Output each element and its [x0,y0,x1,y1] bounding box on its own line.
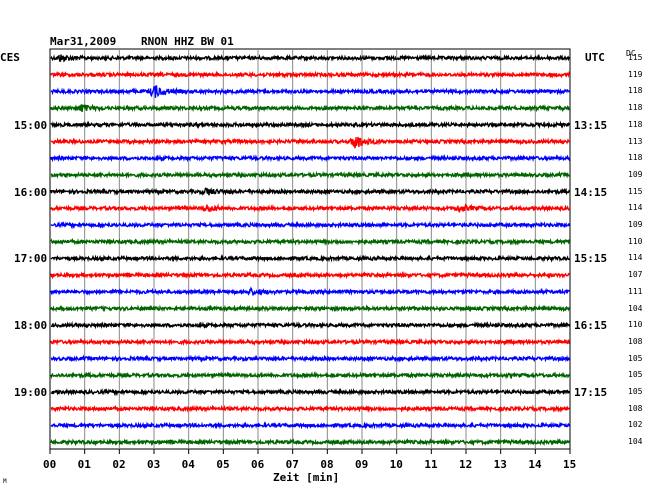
x-tick-label: 13 [493,458,507,471]
right-time-label: 15:15 [574,252,608,266]
dc-offset-label: 104 [628,437,643,447]
right-timezone-label: UTC [585,51,605,64]
left-time-label: 19:00 [14,386,48,399]
dc-offset-label: 115 [628,53,643,62]
trace-row-5 [50,136,571,149]
trace-row-11 [50,237,571,247]
x-tick-label: 03 [147,458,161,471]
x-tick-label: 10 [389,458,403,471]
trace-row-21 [50,404,570,414]
trace-row-6 [50,153,571,163]
dc-offset-label: 118 [628,119,643,129]
x-tick-label: 12 [459,458,473,471]
x-tick-label: 07 [285,458,299,471]
dc-offset-label: 118 [628,153,643,163]
dc-offset-label: 119 [628,69,643,79]
trace-row-22 [50,421,571,430]
dc-offset-label: 114 [628,203,643,213]
dc-offset-label: 114 [628,253,643,263]
trace-row-4 [50,120,571,130]
left-time-label: 18:00 [14,319,48,333]
trace-row-8 [50,187,571,196]
dc-offset-label: 110 [628,320,643,330]
right-time-label: 14:15 [574,185,608,199]
dc-offset-label: 118 [628,103,643,113]
right-time-label: 16:15 [574,319,608,333]
dc-offset-label: 109 [628,220,643,229]
trace-row-14 [50,286,571,297]
x-tick-label: 08 [320,458,334,471]
trace-row-18 [50,354,570,363]
trace-row-3 [50,103,570,113]
dc-offset-label: 105 [628,387,643,396]
trace-row-20 [50,387,571,397]
x-tick-label: 02 [112,458,126,471]
trace-row-0 [50,53,570,63]
trace-row-23 [50,437,571,447]
corner-mark: M [3,478,7,485]
trace-row-2 [50,85,571,98]
dc-offset-label: 105 [628,353,643,363]
date-label: Mar31,2009 [50,35,117,48]
x-tick-label: 11 [424,458,438,471]
left-time-label: 16:00 [14,185,48,199]
left-time-label: 15:00 [14,118,48,132]
dc-offset-label: 118 [628,86,643,96]
plot-frame [49,48,571,450]
dc-offset-label: 107 [628,270,643,280]
x-tick-label: 15 [563,458,577,471]
x-tick-label: 05 [216,458,230,471]
trace-row-16 [50,320,571,330]
station-label: RNON HHZ BW 01 [141,35,234,48]
x-axis-label: Zeit [min] [273,471,340,484]
trace-row-13 [50,270,570,280]
trace-row-12 [50,254,571,263]
trace-row-10 [50,220,571,230]
right-time-label: 17:15 [574,386,608,399]
trace-row-19 [50,371,570,380]
left-timezone-label: CES [0,51,20,64]
dc-offset-label: 102 [628,420,643,430]
dc-offset-label: 111 [628,286,643,296]
trace-row-7 [50,170,570,180]
trace-row-15 [50,304,571,313]
dc-offset-label: 108 [628,403,643,413]
dc-offset-label: 104 [628,303,643,313]
dc-offset-label: 115 [628,186,643,196]
dc-offset-label: 105 [628,370,643,380]
right-time-label: 13:15 [574,118,608,132]
trace-row-1 [50,70,571,80]
left-time-label: 17:00 [14,252,48,266]
trace-row-17 [50,337,570,347]
dc-offset-label: 113 [628,136,643,146]
x-tick-label: 14 [528,458,542,471]
dc-header-label: DC [626,49,636,58]
x-tick-label: 00 [43,458,57,471]
dc-offset-label: 110 [628,236,643,246]
x-tick-label: 04 [181,458,195,471]
x-tick-label: 01 [77,458,91,471]
trace-row-9 [50,202,570,213]
x-tick-label: 06 [251,458,265,471]
dc-offset-label: 108 [628,336,643,346]
x-tick-label: 09 [355,458,369,471]
dc-offset-label: 109 [628,169,643,179]
